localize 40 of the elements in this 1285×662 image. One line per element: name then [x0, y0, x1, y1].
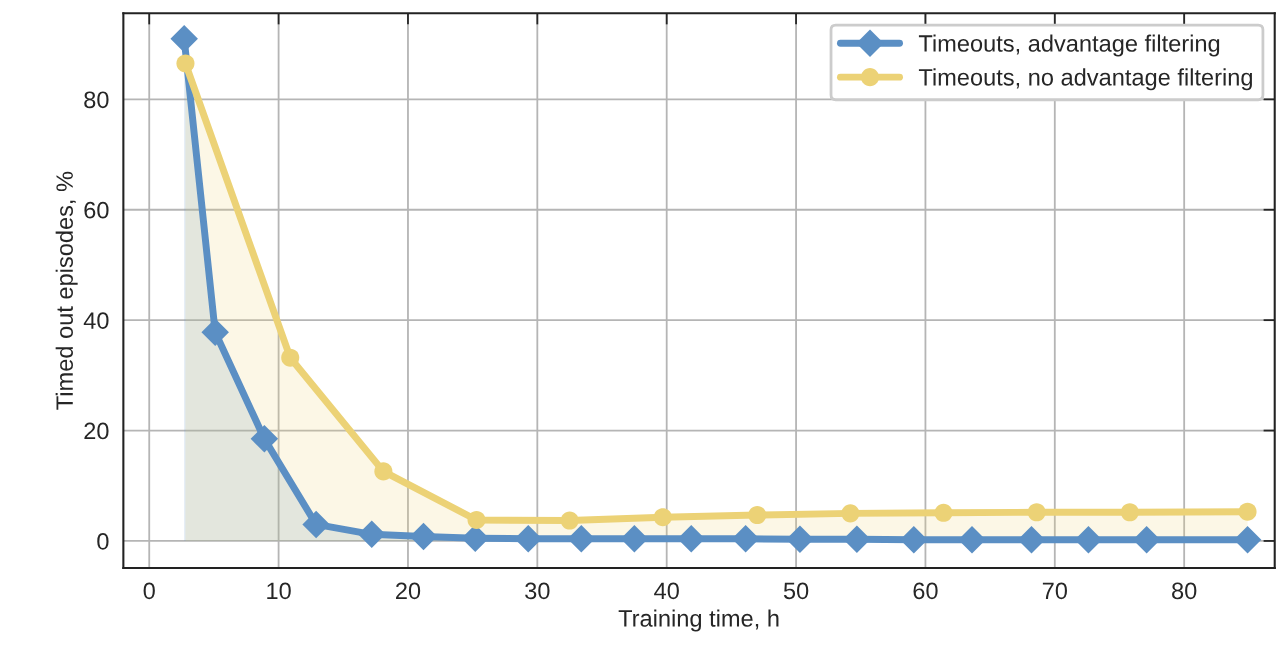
point [748, 505, 767, 525]
point [958, 526, 986, 554]
x-tick-label: 70 [1042, 582, 1068, 600]
point [1238, 502, 1257, 521]
y-tick-label: 80 [84, 91, 109, 109]
point [1120, 503, 1139, 522]
x-tick-label: 80 [1172, 582, 1197, 600]
y-tick-label: 60 [84, 201, 109, 219]
point [560, 511, 579, 530]
x-tick-label: 40 [654, 582, 679, 600]
point [900, 526, 928, 554]
point [201, 318, 229, 347]
x-axis-title: Training time, h [618, 609, 779, 632]
point [357, 520, 386, 549]
point [374, 462, 393, 481]
legend-label: Timeouts, advantage filtering [918, 34, 1220, 57]
point [281, 348, 300, 367]
x-tick-label: 20 [396, 582, 421, 600]
point [176, 54, 195, 73]
point [1027, 503, 1046, 522]
y-axis-title: Timed out episodes, % [55, 171, 78, 410]
point [409, 522, 438, 551]
x-tick-label: 10 [267, 582, 291, 600]
point [841, 504, 860, 523]
y-tick-label: 20 [84, 422, 109, 440]
point [250, 425, 279, 453]
x-tick-label: 0 [143, 582, 155, 600]
legend-label: Timeouts, no advantage filtering [918, 68, 1252, 91]
point [170, 24, 198, 53]
point [653, 508, 672, 527]
point [302, 510, 330, 539]
x-tick-label: 60 [913, 582, 938, 600]
x-tick-label: 30 [525, 582, 550, 600]
point [843, 525, 871, 554]
y-tick-label: 40 [83, 312, 109, 329]
x-tick-label: 50 [783, 582, 809, 600]
point [467, 510, 486, 529]
point [934, 503, 953, 522]
y-tick-label: 0 [97, 533, 109, 550]
point [786, 525, 814, 554]
